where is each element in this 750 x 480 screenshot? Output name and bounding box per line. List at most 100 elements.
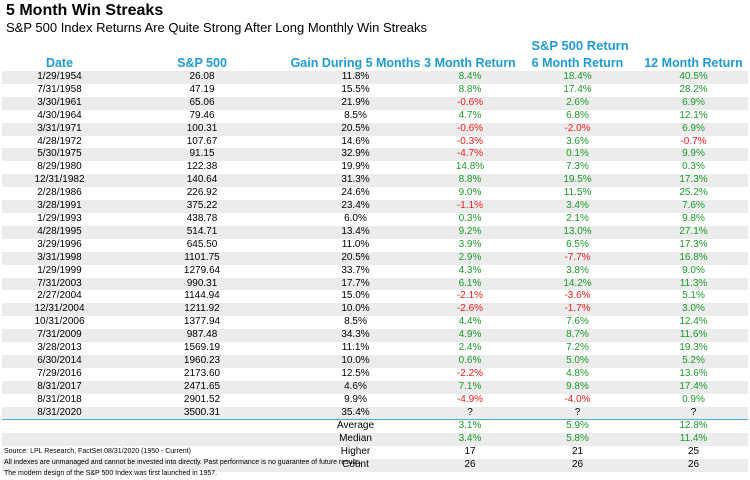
cell-gain: 10.0% [287,303,424,317]
cell-6m-return: 14.2% [516,277,639,291]
chart-subtitle: S&P 500 Index Returns Are Quite Strong A… [6,20,428,35]
cell-6m-return: 13.0% [516,225,639,239]
summary-row: Average 3.1% 5.9% 12.8% [2,419,748,434]
cell-gain: 15.5% [341,83,370,95]
cell-gain: 11.1% [341,342,370,354]
cell-12m-return: 5.2% [639,354,748,368]
summary-label: Average [287,419,424,434]
cell-12m-return: 17.4% [639,380,748,394]
cell-gain: 15.0% [341,290,370,302]
cell-sp500: 91.15 [117,148,287,162]
summary-value: 11.4% [639,433,748,447]
cell-gain: 14.6% [341,135,370,147]
cell-date: 12/31/2004 [2,303,117,317]
return-group-header: S&P 500 Return [531,38,629,53]
table-row: 8/31/2018 2901.52 9.9% -4.9% -4.0% 0.9% [2,394,748,407]
summary-value: 3.1% [424,419,516,434]
cell-6m-return: 18.4% [516,71,639,84]
table-row: 7/31/2003 990.31 17.7% 6.1% 14.2% 11.3% [2,277,748,291]
cell-date: 3/31/1998 [2,251,117,265]
summary-row: Higher 17 21 25 [2,446,748,459]
cell-3m-return: -2.1% [456,290,484,302]
cell-sp500: 2471.65 [117,380,287,394]
cell-3m-return: -0.6% [424,122,516,136]
cell-6m-return: -4.0% [564,393,591,405]
cell-6m-return: -7.7% [516,251,639,265]
summary-value: 21 [571,446,584,458]
table-row: 5/30/1975 91.15 32.9% -4.7% 0.1% 9.9% [2,148,748,162]
cell-3m-return: -1.1% [424,200,516,213]
cell-6m-return: 3.6% [566,135,589,147]
cell-date: 8/31/2018 [37,393,82,405]
cell-sp500: 1377.94 [183,316,221,328]
cell-6m-return: 4.8% [566,367,589,379]
summary-value: 5.9% [516,419,639,434]
summary-value: 26 [639,459,748,473]
cell-gain: 4.6% [287,380,424,394]
cell-sp500: 1279.64 [183,264,221,276]
header-3m-return: 3 Month Return [424,54,516,71]
cell-12m-return: ? [639,406,748,420]
cell-3m-return: 8.8% [458,83,482,95]
cell-12m-return: 17.3% [679,238,708,250]
cell-12m-return: 40.5% [639,71,748,84]
cell-12m-return: 12.4% [679,316,708,328]
cell-sp500: 107.67 [186,135,218,147]
cell-gain: 13.4% [287,225,424,239]
cell-gain: 24.6% [341,187,370,199]
cell-3m-return: -2.2% [456,367,484,379]
header-12m-return: 12 Month Return [639,54,748,71]
footnotes: Source: LPL Research, FactSet 08/31/2020… [4,446,361,479]
cell-sp500: 438.78 [186,212,218,224]
cell-6m-return: 17.4% [563,83,592,95]
cell-6m-return: 8.7% [516,329,639,343]
cell-6m-return: 9.8% [516,380,639,394]
cell-sp500: 987.48 [117,329,287,343]
cell-sp500: 140.64 [117,174,287,188]
cell-sp500: 3500.31 [117,406,287,420]
cell-12m-return: 13.6% [679,367,708,379]
cell-gain: 6.0% [344,212,367,224]
cell-gain: 20.5% [287,251,424,265]
cell-6m-return: 0.1% [516,148,639,162]
cell-3m-return: 9.2% [424,225,516,239]
cell-12m-return: 9.9% [639,148,748,162]
cell-3m-return: 4.9% [424,329,516,343]
table-row: 2/27/2004 1144.94 15.0% -2.1% -3.6% 5.1% [2,290,748,303]
chart-title: 5 Month Win Streaks [6,2,164,19]
summary-value: 12.8% [639,419,748,434]
cell-date: 7/31/2009 [2,329,117,343]
header-row: Date S&P 500 Gain During 5 Months 3 Mont… [2,54,748,71]
table-row: 3/28/2013 1569.19 11.1% 2.4% 7.2% 19.3% [2,342,748,355]
cell-6m-return: ? [516,406,639,420]
cell-3m-return: 0.3% [458,212,482,224]
table-row: 12/31/2004 1211.92 10.0% -2.6% -1.7% 3.0% [2,303,748,317]
cell-12m-return: 9.8% [682,212,705,224]
cell-12m-return: 28.2% [679,83,708,95]
cell-6m-return: 7.2% [566,342,589,354]
cell-gain: 20.5% [287,122,424,136]
cell-date: 4/28/1972 [37,135,82,147]
table-row: 4/30/1964 79.46 8.5% 4.7% 6.8% 12.1% [2,110,748,123]
cell-date: 7/31/1958 [37,83,82,95]
cell-6m-return: 5.0% [516,354,639,368]
cell-6m-return: 6.5% [566,238,589,250]
cell-3m-return: 2.4% [458,342,482,354]
cell-12m-return: 7.6% [639,200,748,213]
table-row: 10/31/2006 1377.94 8.5% 4.4% 7.6% 12.4% [2,316,748,329]
cell-6m-return: -1.7% [516,303,639,317]
cell-date: 1/29/1954 [2,71,117,84]
table-row: 2/28/1986 226.92 24.6% 9.0% 11.5% 25.2% [2,187,748,200]
table-row: 3/31/1998 1101.75 20.5% 2.9% -7.7% 16.8% [2,251,748,265]
cell-12m-return: 12.1% [679,109,708,121]
cell-3m-return: 9.0% [458,187,482,199]
summary-value: 26 [516,459,639,473]
cell-3m-return: 7.1% [424,380,516,394]
cell-date: 4/28/1995 [2,225,117,239]
summary-label: Higher [340,446,371,458]
cell-date: 8/31/2017 [2,380,117,394]
cell-3m-return: ? [424,406,516,420]
header-6m-return: 6 Month Return [516,54,639,71]
cell-date: 3/31/1971 [2,122,117,136]
table-row: 6/30/2014 1960.23 10.0% 0.6% 5.0% 5.2% [2,354,748,368]
